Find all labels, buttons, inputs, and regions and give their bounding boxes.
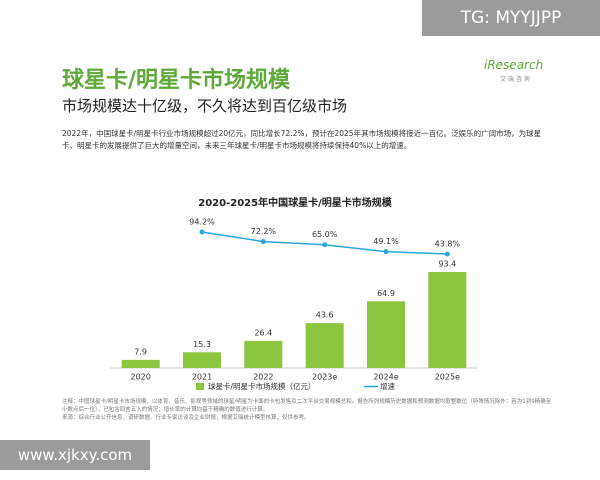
x-tick-label: 2020: [130, 373, 150, 382]
data-label: 43.6: [316, 311, 334, 320]
watermark: TG: MYYJJPP: [422, 0, 600, 36]
point: [260, 239, 266, 245]
data-label: 15.3: [193, 340, 211, 349]
data-label: 72.2%: [251, 227, 277, 236]
bar: [305, 323, 344, 368]
bar: [428, 272, 467, 368]
note: 来源：综合行业公开信息、调研数据、行业专家访谈及企业财报，根据艾瑞统计模型核算，…: [62, 415, 310, 421]
legend-label: 球星卡/明星卡市场规模（亿元）: [208, 381, 316, 391]
data-label: 7.9: [134, 347, 147, 356]
data-label: 93.4: [438, 260, 456, 269]
bar: [183, 352, 221, 368]
data-label: 65.0%: [312, 230, 338, 239]
x-tick-label: 2025e: [435, 373, 460, 382]
point: [322, 242, 328, 248]
x-tick-label: 2021: [192, 373, 212, 382]
logo: iResearch: [484, 58, 544, 72]
point: [444, 251, 450, 257]
data-label: 49.1%: [373, 237, 399, 246]
point: [383, 249, 389, 255]
legend-swatch: [196, 383, 204, 390]
x-tick-label: 2022: [253, 373, 273, 382]
bar: [121, 359, 160, 368]
watermark: www.xjkxy.com: [0, 440, 150, 470]
x-tick-label: 2023e: [312, 373, 337, 382]
bar: [244, 340, 283, 368]
bar: [367, 301, 405, 368]
chart: 2020-2025年中国球星卡/明星卡市场规模 2020 2021 2022 2023…: [110, 196, 478, 391]
x-tick-label: 2024e: [373, 373, 398, 382]
data-label: 26.4: [254, 328, 272, 337]
notes: 注释：中国球星卡/明星卡市场规模，以体育、音乐、影视等领域的球星/明星为卡面的卡…: [62, 398, 552, 422]
point: [199, 229, 205, 235]
summary: 2022年，中国球星卡/明星卡行业市场规模超过20亿元，同比增长72.2%，预计…: [62, 129, 542, 150]
data-label: 43.8%: [435, 240, 461, 249]
data-label: 64.9: [377, 289, 395, 298]
legend-label: 增速: [380, 381, 395, 391]
chart-title: 2020-2025年中国球星卡/明星卡市场规模: [198, 196, 392, 209]
title: 球星卡/明星卡市场规模: [62, 68, 291, 93]
subtitle: 市场规模达十亿级，不久将达到百亿级市场: [62, 97, 348, 115]
data-label: 94.2%: [189, 218, 215, 227]
note: 注释：中国球星卡/明星卡市场规模，以体育、音乐、影视等领域的球星/明星为卡面的卡…: [62, 399, 552, 413]
logo-sub: 艾 瑞 咨 询: [500, 76, 530, 83]
